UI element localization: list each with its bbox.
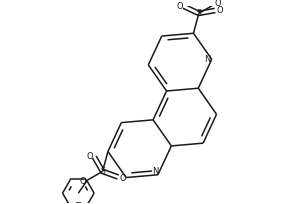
Text: O: O bbox=[215, 0, 222, 8]
Text: N: N bbox=[152, 167, 159, 176]
Text: O: O bbox=[216, 6, 223, 15]
Text: O: O bbox=[80, 177, 86, 186]
Text: O: O bbox=[176, 2, 183, 11]
Text: S: S bbox=[100, 167, 105, 176]
Text: O: O bbox=[119, 174, 126, 183]
Text: N: N bbox=[205, 55, 211, 64]
Text: O: O bbox=[86, 152, 93, 161]
Text: S: S bbox=[196, 9, 201, 18]
